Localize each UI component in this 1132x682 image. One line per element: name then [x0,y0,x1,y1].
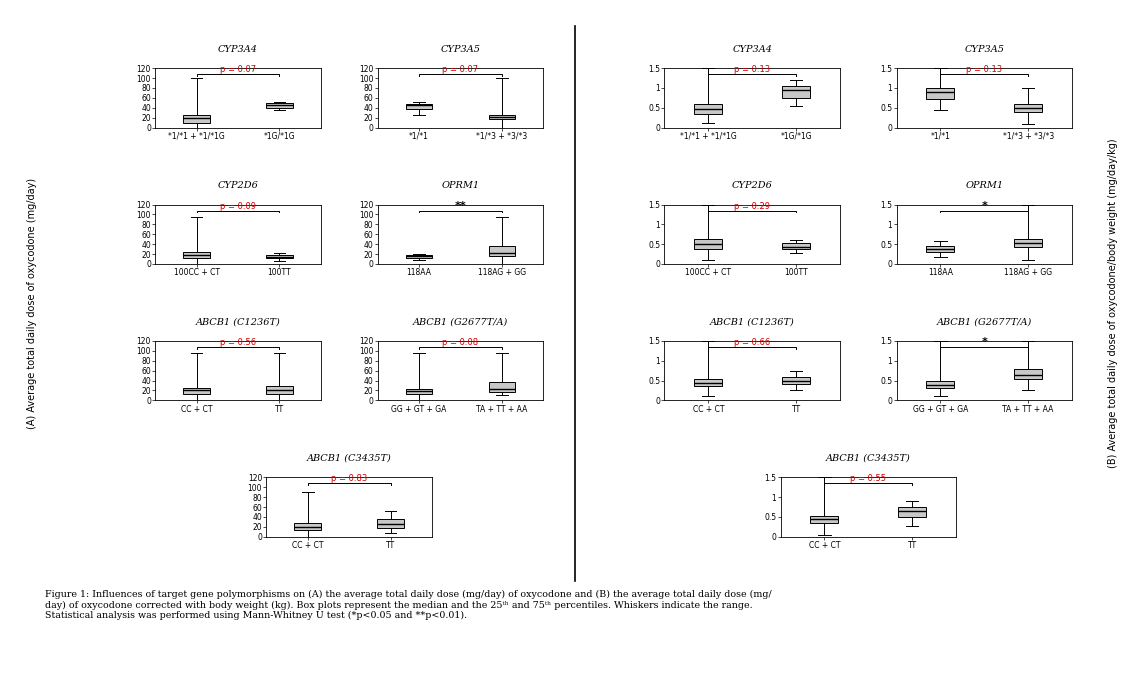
Title: ABCB1 (C3435T): ABCB1 (C3435T) [826,454,910,462]
PathPatch shape [694,379,722,387]
PathPatch shape [489,115,515,119]
PathPatch shape [377,520,404,528]
Title: ABCB1 (G2677T/A): ABCB1 (G2677T/A) [936,317,1032,326]
PathPatch shape [183,388,209,394]
Title: ABCB1 (C3435T): ABCB1 (C3435T) [307,454,392,462]
Text: p = 0.29: p = 0.29 [735,202,770,211]
PathPatch shape [898,507,926,517]
Text: p = 0.07: p = 0.07 [443,65,479,74]
Text: p = 0.83: p = 0.83 [331,475,368,484]
Title: ABCB1 (C1236T): ABCB1 (C1236T) [196,317,281,326]
Text: *: * [981,337,987,347]
Title: CYP2D6: CYP2D6 [217,181,258,190]
Title: CYP3A4: CYP3A4 [732,44,772,53]
Title: ABCB1 (C1236T): ABCB1 (C1236T) [710,317,795,326]
Text: p = 0.55: p = 0.55 [850,475,886,484]
PathPatch shape [266,103,293,108]
PathPatch shape [926,246,954,252]
PathPatch shape [294,523,321,531]
Title: CYP3A5: CYP3A5 [440,44,480,53]
Text: Figure 1: Influences of target gene polymorphisms on (A) the average total daily: Figure 1: Influences of target gene poly… [45,590,772,620]
PathPatch shape [489,382,515,392]
Text: p = 0.08: p = 0.08 [443,338,479,347]
PathPatch shape [405,255,432,258]
Text: p = 0.09: p = 0.09 [220,202,256,211]
Text: p = 0.13: p = 0.13 [967,65,1002,74]
Title: OPRM1: OPRM1 [966,181,1003,190]
PathPatch shape [782,86,811,98]
PathPatch shape [405,389,432,394]
PathPatch shape [266,385,293,394]
Text: p = 0.07: p = 0.07 [220,65,256,74]
PathPatch shape [694,104,722,114]
Title: ABCB1 (G2677T/A): ABCB1 (G2677T/A) [413,317,508,326]
Title: CYP3A5: CYP3A5 [964,44,1004,53]
Title: CYP2D6: CYP2D6 [731,181,773,190]
Title: OPRM1: OPRM1 [441,181,480,190]
Title: CYP3A4: CYP3A4 [218,44,258,53]
Text: p = 0.66: p = 0.66 [734,338,771,347]
PathPatch shape [489,246,515,256]
PathPatch shape [1014,370,1043,379]
PathPatch shape [694,239,722,249]
PathPatch shape [183,252,209,258]
Text: p = 0.13: p = 0.13 [735,65,770,74]
Text: *: * [981,201,987,211]
PathPatch shape [405,104,432,108]
PathPatch shape [926,381,954,389]
PathPatch shape [782,376,811,384]
PathPatch shape [183,115,209,123]
Text: p = 0.56: p = 0.56 [220,338,256,347]
PathPatch shape [811,516,839,523]
Text: (A) Average total daily dose of oxycodone (mg/day): (A) Average total daily dose of oxycodon… [27,178,36,429]
PathPatch shape [926,88,954,99]
PathPatch shape [1014,104,1043,112]
Text: **: ** [455,201,466,211]
PathPatch shape [266,255,293,258]
PathPatch shape [1014,239,1043,248]
PathPatch shape [782,243,811,249]
Text: (B) Average total daily dose of oxycodone/body weight (mg/day/kg): (B) Average total daily dose of oxycodon… [1108,138,1117,469]
